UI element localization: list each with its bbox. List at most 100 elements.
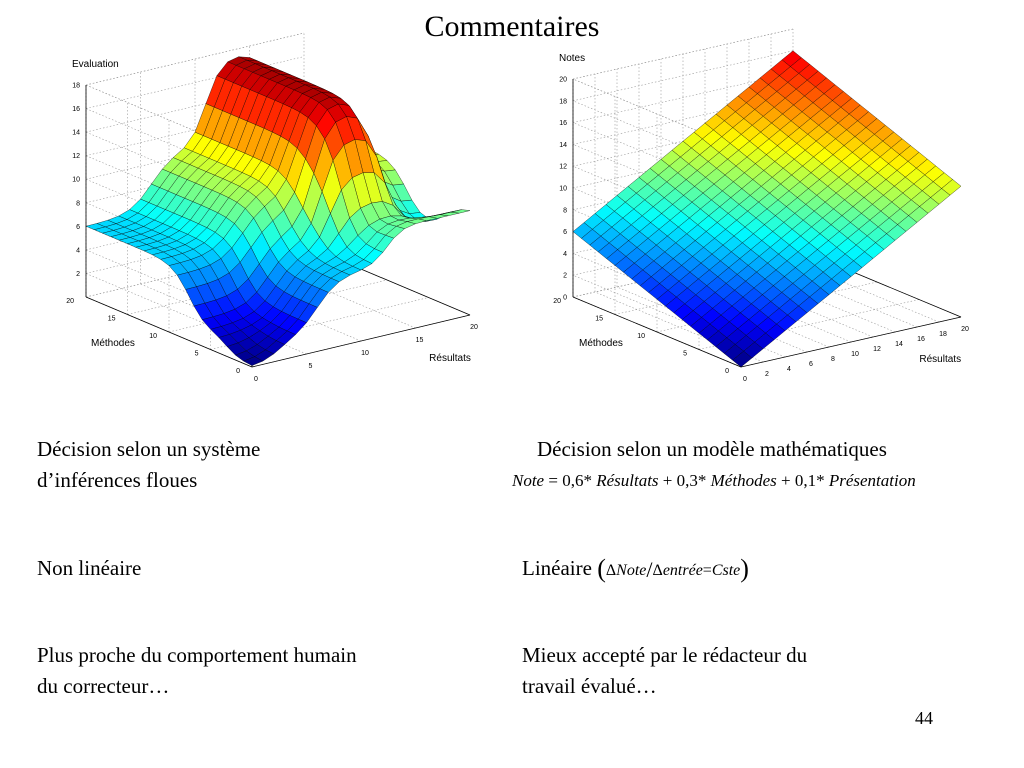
- x-tick-label: 0: [743, 376, 747, 383]
- y-tick-label: 20: [553, 298, 561, 305]
- grid-line: [572, 72, 794, 123]
- y-tick-label: 15: [108, 316, 116, 323]
- z-tick-label: 4: [563, 251, 567, 258]
- grid-line: [572, 78, 742, 150]
- x-tick-label: 2: [765, 371, 769, 378]
- z-tick-label: 6: [563, 229, 567, 236]
- x-tick-label: 5: [309, 363, 313, 370]
- formula-term-results: Résultats: [596, 471, 659, 490]
- y-axis-label: Méthodes: [579, 338, 623, 349]
- right-conclusion: Mieux accepté par le rédacteur du travai…: [522, 640, 807, 702]
- linear-surface-plot: 0 2 4 6 8 10 12 14 16 18 20 0 5 10 15 20 0 2 4 6 8 10 12 14 16 18…: [553, 28, 975, 385]
- formula-coef-methods: 0,3: [676, 471, 698, 490]
- derivative-constant: Cste: [711, 562, 741, 579]
- x-tick-label: 14: [895, 341, 903, 348]
- x-tick-label: 20: [961, 326, 969, 333]
- x-tick-label: 6: [809, 361, 813, 368]
- z-tick-label: 18: [72, 83, 80, 90]
- derivative-equals: =: [702, 562, 712, 579]
- x-tick-label: 10: [361, 350, 369, 357]
- right-conclusion-line1: Mieux accepté par le rédacteur du: [522, 643, 808, 667]
- y-tick-label: 10: [149, 333, 157, 340]
- grid-line: [572, 187, 742, 259]
- left-heading-line2: d’inférences floues: [37, 468, 198, 492]
- z-tick-label: 14: [72, 130, 80, 137]
- fuzzy-surface-svg: 0 5 10 15 20 0 5 10 15 20 2 4 6 8 10 12 14 16 18 Evaluation…: [66, 32, 478, 383]
- slide-number: 44: [915, 708, 933, 728]
- z-axis-label: Notes: [559, 53, 585, 64]
- z-tick-label: 16: [72, 106, 80, 113]
- y-tick-label: 0: [236, 368, 240, 375]
- grid-line: [572, 28, 794, 80]
- z-tick-label: 14: [559, 142, 567, 149]
- z-tick-label: 8: [563, 207, 567, 214]
- axis-edge: [740, 316, 962, 368]
- z-tick-label: 18: [559, 98, 567, 105]
- surface-patch: [243, 356, 264, 366]
- surface-mesh: [572, 50, 962, 368]
- derivative-den: entrée: [662, 562, 703, 579]
- left-heading: Décision selon un système d’inférences f…: [37, 434, 260, 496]
- z-tick-label: 10: [559, 186, 567, 193]
- x-tick-label: 12: [873, 346, 881, 353]
- axis-edge: [251, 314, 471, 368]
- formula-plus-1: +: [662, 471, 673, 490]
- x-tick-label: 10: [851, 351, 859, 358]
- left-conclusion-line1: Plus proche du comportement humain: [37, 643, 357, 667]
- y-tick-label: 0: [725, 368, 729, 375]
- linear-derivative: (ΔNote/Δentrée=Cste): [597, 554, 749, 583]
- x-tick-label: 15: [416, 337, 424, 344]
- grid-line: [210, 297, 429, 350]
- grid-line: [85, 32, 305, 86]
- fuzzy-surface-plot: 0 5 10 15 20 0 5 10 15 20 2 4 6 8 10 12 14 16 18 Evaluation…: [60, 32, 480, 385]
- left-heading-line1: Décision selon un système: [37, 437, 261, 461]
- left-conclusion-line2: du correcteur…: [37, 674, 170, 698]
- formula-times-2: *: [697, 471, 707, 490]
- grid-line: [572, 94, 794, 145]
- formula-coef-presentation: 0,1: [794, 471, 817, 490]
- z-tick-label: 12: [72, 153, 80, 160]
- z-tick-label: 4: [76, 247, 80, 254]
- delta-1: Δ: [605, 562, 617, 579]
- x-tick-label: 4: [787, 366, 791, 373]
- y-tick-label: 5: [195, 351, 199, 358]
- x-tick-label: 16: [917, 336, 925, 343]
- y-tick-label: 5: [683, 351, 687, 358]
- z-tick-label: 10: [72, 177, 80, 184]
- formula-times-3: *: [816, 471, 825, 490]
- z-tick-label: 0: [563, 295, 567, 302]
- slide-title: Commentaires: [424, 10, 600, 43]
- derivative-slash: /: [646, 557, 653, 582]
- derivative-num: Note: [616, 562, 647, 579]
- z-tick-label: 12: [559, 164, 567, 171]
- z-tick-label: 20: [559, 77, 567, 84]
- formula-term-presentation: Présentation: [828, 471, 916, 490]
- formula-plus-2: +: [780, 471, 791, 490]
- linear-label-row: Linéaire (ΔNote/Δentrée=Cste): [522, 553, 749, 586]
- axis-edge: [85, 296, 253, 368]
- linear-formula: Note = 0,6* Résultats + 0,3* Méthodes + …: [512, 471, 916, 491]
- y-tick-label: 15: [595, 316, 603, 323]
- tick-labels: 0 5 10 15 20 0 5 10 15 20 2 4 6 8 10 12 14 16 18: [66, 83, 478, 384]
- y-axis-label: Méthodes: [91, 338, 135, 349]
- right-heading: Décision selon un modèle mathématiques: [537, 437, 887, 461]
- nonlinear-label: Non linéaire: [37, 556, 142, 580]
- z-axis-label: Evaluation: [72, 59, 119, 70]
- x-axis-label: Résultats: [429, 353, 471, 364]
- delta-2: Δ: [652, 562, 663, 579]
- x-tick-label: 20: [470, 324, 478, 331]
- z-tick-label: 8: [76, 200, 80, 207]
- formula-equals: =: [548, 471, 558, 490]
- grid-line: [594, 291, 764, 363]
- axis-edge: [572, 296, 742, 368]
- x-tick-label: 0: [254, 376, 258, 383]
- formula-note: Note: [512, 471, 545, 490]
- formula-times-1: *: [583, 471, 592, 490]
- x-axis-label: Résultats: [919, 354, 961, 365]
- surface-patch: [732, 350, 753, 368]
- left-conclusion: Plus proche du comportement humain du co…: [37, 640, 357, 702]
- z-tick-label: 2: [563, 273, 567, 280]
- formula-term-methods: Méthodes: [710, 471, 777, 490]
- z-tick-label: 2: [76, 271, 80, 278]
